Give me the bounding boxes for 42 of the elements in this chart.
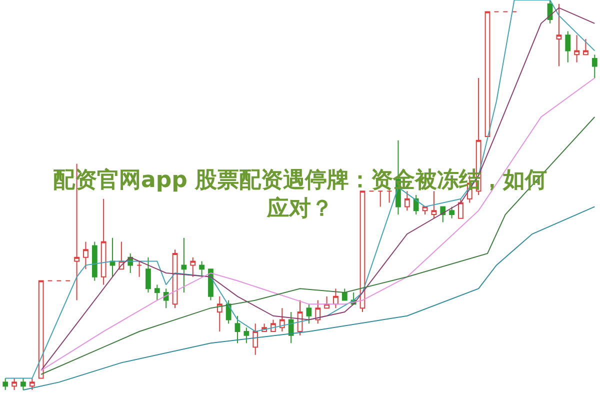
candlestick bbox=[154, 284, 160, 301]
candlestick bbox=[208, 268, 214, 301]
candlestick bbox=[38, 280, 44, 379]
candlestick bbox=[146, 256, 151, 293]
candlestick bbox=[342, 288, 348, 301]
candlestick bbox=[484, 11, 490, 137]
candlestick bbox=[556, 3, 562, 67]
candlestick bbox=[234, 315, 240, 344]
candlestick bbox=[190, 256, 196, 278]
candlestick bbox=[306, 304, 312, 324]
candlestick bbox=[404, 190, 410, 212]
candlestick bbox=[136, 260, 142, 278]
candlestick bbox=[449, 206, 454, 219]
candlestick bbox=[216, 296, 222, 332]
candlestick bbox=[324, 296, 330, 309]
candlestick bbox=[592, 54, 598, 78]
candlestick bbox=[458, 198, 464, 219]
candlestick bbox=[29, 378, 35, 390]
candlestick bbox=[386, 190, 392, 204]
candlestick bbox=[181, 237, 187, 293]
candlestick bbox=[252, 323, 258, 356]
candlestick bbox=[83, 241, 88, 270]
candlestick bbox=[333, 288, 338, 309]
candlestick bbox=[574, 34, 580, 63]
candlestick bbox=[431, 190, 437, 219]
candlestick bbox=[92, 241, 98, 282]
candlestick bbox=[244, 327, 250, 344]
candlestick bbox=[315, 300, 321, 324]
candlestick bbox=[100, 198, 106, 286]
candlestick bbox=[110, 237, 116, 278]
candlestick bbox=[583, 38, 588, 56]
candlestick bbox=[279, 308, 285, 332]
candlestick bbox=[12, 378, 17, 390]
candlestick bbox=[413, 194, 419, 215]
candlestick bbox=[163, 288, 169, 309]
candlestick bbox=[199, 260, 204, 278]
candlestick bbox=[20, 378, 26, 390]
candlestick bbox=[2, 378, 8, 390]
candlestick bbox=[565, 30, 571, 63]
candlestick bbox=[440, 206, 446, 223]
candlestick bbox=[288, 311, 294, 344]
candlestick bbox=[378, 190, 384, 208]
